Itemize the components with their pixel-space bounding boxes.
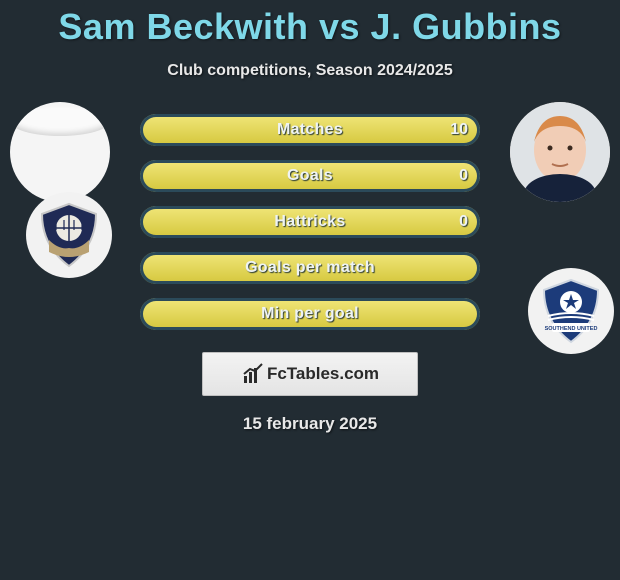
stat-left-value: [140, 206, 164, 238]
svg-text:SOUTHEND UNITED: SOUTHEND UNITED: [545, 326, 598, 332]
comparison-area: SOUTHEND UNITED Matches 10 Goals 0 Hattr…: [0, 114, 620, 434]
player-right-face-icon: [510, 102, 610, 202]
stat-left-value: [140, 114, 164, 146]
stat-label: Goals: [287, 167, 333, 185]
stat-label: Matches: [277, 121, 343, 139]
stat-bar-min-per-goal: Min per goal: [140, 298, 480, 330]
stat-left-value: [140, 160, 164, 192]
stats-bars: Matches 10 Goals 0 Hattricks 0 Goals per…: [140, 114, 480, 330]
stat-bar-hattricks: Hattricks 0: [140, 206, 480, 238]
crest-left-icon: [34, 200, 104, 270]
stat-label: Min per goal: [261, 305, 359, 323]
site-logo: FcTables.com: [202, 352, 418, 396]
player-right-avatar: [510, 102, 610, 202]
player-left-crest: [26, 192, 112, 278]
stat-right-value: [456, 298, 480, 330]
stat-left-value: [140, 252, 164, 284]
page-title: Sam Beckwith vs J. Gubbins: [0, 0, 620, 48]
page-subtitle: Club competitions, Season 2024/2025: [0, 62, 620, 80]
crest-right-icon: SOUTHEND UNITED: [536, 276, 606, 346]
player-right-crest: SOUTHEND UNITED: [528, 268, 614, 354]
player-left-avatar: [10, 102, 110, 202]
site-logo-text: FcTables.com: [267, 364, 379, 384]
stat-right-value: 0: [447, 206, 480, 238]
stat-bar-goals: Goals 0: [140, 160, 480, 192]
stat-right-value: 10: [438, 114, 480, 146]
stat-left-value: [140, 298, 164, 330]
stat-bar-goals-per-match: Goals per match: [140, 252, 480, 284]
stat-right-value: [456, 252, 480, 284]
stat-right-value: 0: [447, 160, 480, 192]
stat-label: Goals per match: [245, 259, 375, 277]
stat-bar-matches: Matches 10: [140, 114, 480, 146]
chart-icon: [241, 362, 265, 386]
comparison-date: 15 february 2025: [0, 414, 620, 434]
stat-label: Hattricks: [274, 213, 345, 231]
